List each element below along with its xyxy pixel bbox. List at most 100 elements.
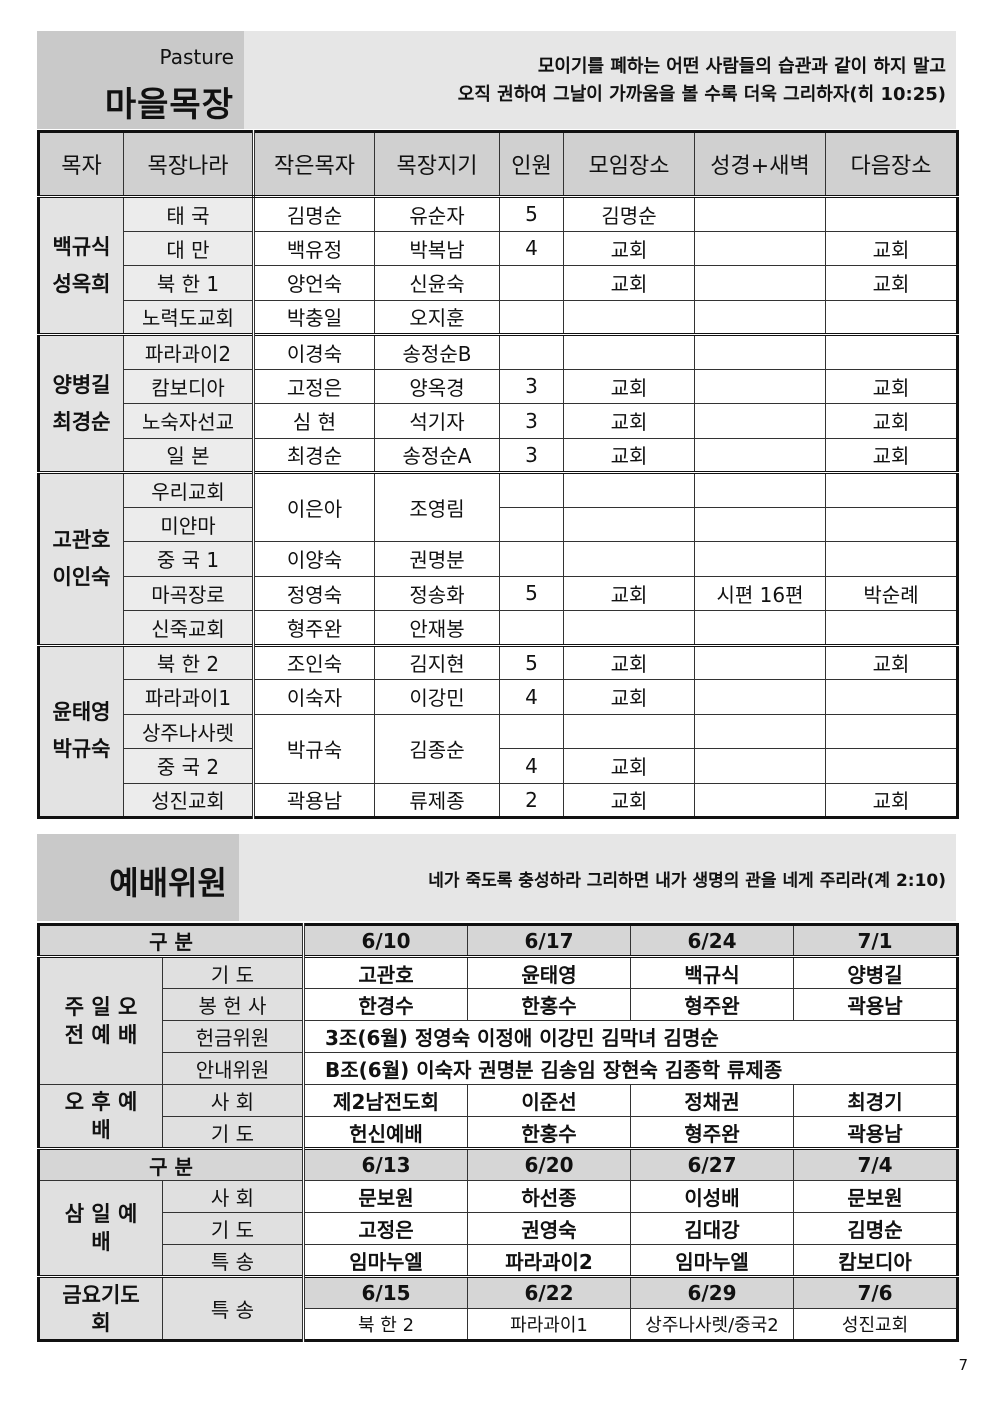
value-cell: 파라과이2	[467, 1244, 632, 1277]
keeper-cell: 조영림	[374, 472, 500, 542]
table-row: 캄보디아 고정은 양옥경 3 교회 교회	[39, 368, 958, 404]
next-cell: 박순례	[825, 575, 958, 611]
column-header: 목장나라	[123, 131, 255, 198]
role-label: 안내위원	[161, 1052, 306, 1085]
value-cell: 하선종	[467, 1180, 632, 1213]
value-cell: 6/20	[467, 1147, 632, 1181]
role-label: 사 회	[161, 1084, 306, 1117]
value-cell: 김대강	[630, 1212, 795, 1245]
table-row: 봉 헌 사 한경수 한홍수 형주완 곽용남	[39, 988, 959, 1021]
value-cell: 성진교회	[793, 1308, 959, 1341]
place-cell: 교회	[563, 644, 695, 680]
value-cell: 권영숙	[467, 1212, 632, 1245]
nation-cell: 노력도교회	[123, 299, 255, 335]
keeper-cell: 김지현	[374, 644, 500, 680]
pasture-table: 목자 목장나라 작은목자 목장지기 인원 모임장소 성경+새벽 다음장소 백규식 성옥희 태 국…	[37, 130, 959, 819]
small-pastor-cell: 이은아	[253, 472, 375, 542]
verse-line: 오직 권하여 그날이 가까움을 볼 수록 더욱 그리하자(히 10:25)	[457, 84, 946, 105]
shepherd-names: 백규식 성옥희	[38, 196, 124, 335]
small-pastor-cell: 양언숙	[253, 265, 375, 301]
value-cell: 6/29	[630, 1275, 795, 1309]
place-cell: 교회	[563, 575, 695, 611]
place-cell	[563, 541, 695, 577]
value-cell: 6/27	[630, 1147, 795, 1181]
small-pastor-cell: 백유정	[253, 230, 375, 266]
table-row: 구 분 6/13 6/20 6/27 7/4	[37, 1147, 959, 1181]
count-cell	[499, 334, 564, 370]
keeper-cell: 송정순B	[374, 334, 500, 370]
keeper-cell: 안재봉	[374, 610, 500, 646]
section-title: 예배위원	[109, 864, 227, 902]
role-label: 특 송	[161, 1275, 306, 1341]
bible-cell	[694, 610, 826, 646]
table-row: 안내위원 B조(6월) 이숙자 권명분 김송임 장현숙 김종학 류제종	[39, 1052, 959, 1085]
role-label: 기 도	[161, 955, 306, 989]
small-pastor-cell: 형주완	[253, 610, 375, 646]
table-row: 구 분 6/10 6/17 6/24 7/1	[37, 924, 959, 957]
table-row: 고관호 이인숙 우리교회 이은아 조영림	[38, 472, 958, 646]
small-pastor-cell: 이숙자	[253, 679, 375, 715]
nation-cell: 캄보디아	[123, 368, 255, 404]
bible-cell	[694, 403, 826, 439]
count-cell	[499, 506, 564, 542]
table-row: 북 한 2 파라과이1 상주나사렛/중국2 성진교회	[39, 1308, 959, 1341]
nation-cell: 북 한 1	[123, 265, 255, 301]
next-cell: 교회	[825, 265, 958, 301]
bible-cell	[694, 541, 826, 577]
value-cell: 6/22	[467, 1275, 632, 1309]
count-cell: 4	[499, 679, 564, 715]
value-cell: 최경기	[793, 1084, 959, 1117]
keeper-cell: 석기자	[374, 403, 500, 439]
table-row: 신죽교회 형주완 안재봉	[38, 610, 958, 646]
small-pastor-cell: 이경숙	[253, 334, 375, 370]
next-cell	[825, 299, 958, 335]
keeper-cell: 정송화	[374, 575, 500, 611]
value-cell: 윤태영	[467, 955, 632, 989]
column-header: 인원	[499, 131, 564, 198]
bible-cell	[694, 748, 826, 784]
nation-cell: 중 국 2	[123, 748, 255, 784]
keeper-cell: 권명분	[374, 541, 500, 577]
bible-verse: 네가 죽도록 충성하라 그리하면 내가 생명의 관을 네게 주리라(계 2:10…	[428, 871, 946, 891]
place-cell	[563, 299, 695, 335]
table-row: 기 도 고정은 권영숙 김대강 김명순	[39, 1212, 959, 1245]
value-cell: 6/17	[467, 924, 632, 957]
table-row: 북 한 1 양언숙 신윤숙 교회 교회	[39, 265, 958, 301]
value-cell: 7/1	[793, 924, 959, 957]
count-cell	[499, 610, 564, 646]
role-label: 봉 헌 사	[161, 988, 306, 1021]
role-label: 기 도	[161, 1212, 306, 1245]
count-cell	[499, 472, 564, 508]
keeper-cell: 김종순	[374, 713, 500, 784]
value-cell: 북 한 2	[303, 1308, 469, 1341]
value-cell: 임마누엘	[303, 1244, 469, 1277]
value-cell: 6/10	[303, 924, 469, 957]
service-label: 삼 일 예 배	[38, 1180, 163, 1277]
table-row: 양병길 최경순 파라과이2 이경숙 송정순B	[38, 334, 958, 473]
place-cell: 교회	[563, 782, 695, 818]
nation-cell: 북 한 2	[123, 644, 255, 680]
next-cell: 교회	[825, 403, 958, 439]
small-pastor-cell: 김명순	[253, 196, 375, 232]
gubun-header: 구 분	[37, 924, 306, 957]
count-cell: 4	[499, 230, 564, 266]
bible-cell	[694, 713, 826, 749]
next-cell	[825, 196, 958, 232]
bible-cell	[694, 265, 826, 301]
value-cell: 이성배	[630, 1180, 795, 1213]
value-cell: 7/6	[793, 1275, 959, 1309]
service-label: 오 후 예 배	[38, 1084, 163, 1149]
bible-cell	[694, 196, 826, 232]
nation-cell: 일 본	[123, 437, 255, 473]
value-cell: 임마누엘	[630, 1244, 795, 1277]
nation-cell: 노숙자선교	[123, 403, 255, 439]
pasture-banner: Pasture 마을목장 모이기를 폐하는 어떤 사람들의 습관과 같이 하지 …	[37, 31, 956, 129]
nation-cell: 상주나사렛	[123, 713, 255, 749]
table-row: 노숙자선교 심 현 석기자 3 교회 교회	[39, 403, 958, 439]
table-row: 성진교회 곽용남 류제종 2 교회 교회	[39, 782, 958, 818]
place-cell: 교회	[563, 368, 695, 404]
value-cell: 곽용남	[793, 1116, 959, 1149]
keeper-cell: 유순자	[374, 196, 500, 232]
place-cell: 교회	[563, 679, 695, 715]
